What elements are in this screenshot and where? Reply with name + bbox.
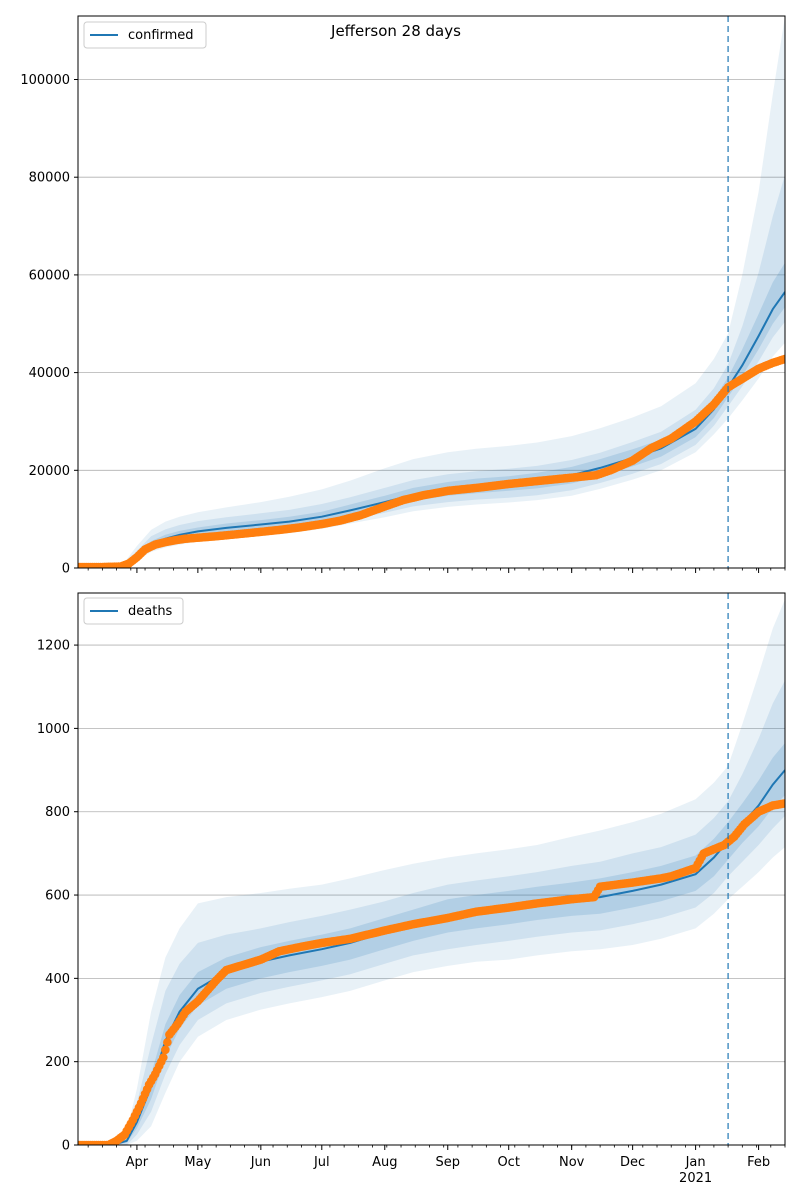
x-month-label: Jul [313,1155,330,1170]
confirmed-legend-box [83,21,207,49]
deaths-band-1 [78,599,785,1145]
confirmed-y-tick-label: 40000 [29,366,70,381]
confirmed-y-tick-label: 100000 [20,73,70,88]
confirmed-axes-frame [77,15,786,569]
deaths-band-2 [78,680,785,1145]
confirmed-band-1 [78,16,785,567]
confirmed-x-ticks [87,568,786,573]
x-month-label: Oct [497,1155,519,1170]
confirmed-observed-points [78,354,785,568]
confirmed-y-tick-label: 20000 [29,464,70,479]
confirmed-legend-label: confirmed [128,28,194,43]
confirmed-y-tick-label: 80000 [29,171,70,186]
deaths-y-tick-label: 0 [62,1139,70,1154]
deaths-legend-box [83,597,184,625]
confirmed-y-tick-label: 60000 [29,268,70,283]
deaths-observed-point [161,1045,170,1055]
confirmed-panel: 0 20000 40000 60000 80000 100000 Jefferson 28… [20,15,786,577]
confirmed-observed-point [780,354,785,364]
x-month-label: Jun [250,1155,271,1170]
x-month-label: Nov [559,1155,585,1170]
confirmed-y-tick-label: 0 [62,562,70,577]
deaths-uncertainty-bands [78,599,785,1145]
chart-title: Jefferson 28 days [330,22,461,40]
x-month-label: Feb [747,1155,770,1170]
x-month-label: Aug [372,1155,397,1170]
x-month-label: May [184,1155,211,1170]
deaths-observed-points [78,799,785,1145]
x-month-label: Dec [620,1155,645,1170]
confirmed-legend: confirmed [83,21,207,49]
deaths-observed-point [163,1037,172,1047]
deaths-x-axis: Apr May Jun Jul Aug Sep Oct Nov Dec Jan Feb 2021 [87,1145,786,1186]
deaths-panel: 0 200 400 600 800 1000 1200 Apr May Jun Jul Aug Sep… [37,592,786,1186]
x-month-label: Jan [685,1155,706,1170]
deaths-y-axis: 0 200 400 600 800 1000 1200 [37,639,78,1154]
deaths-y-tick-label: 400 [45,972,70,987]
deaths-axes-frame [77,592,786,1146]
confirmed-y-axis: 0 20000 40000 60000 80000 100000 [20,73,78,577]
deaths-observed-point [159,1053,168,1062]
deaths-y-tick-label: 1200 [37,639,70,654]
x-year-label: 2021 [679,1171,712,1186]
deaths-legend-label: deaths [128,604,173,619]
deaths-legend: deaths [83,597,184,625]
x-month-label: Sep [435,1155,460,1170]
deaths-y-tick-label: 600 [45,889,70,904]
deaths-y-tick-label: 1000 [37,722,70,737]
deaths-y-tick-label: 200 [45,1055,70,1070]
deaths-y-tick-label: 800 [45,805,70,820]
deaths-observed-point [780,799,785,808]
x-month-label: Apr [126,1155,149,1170]
